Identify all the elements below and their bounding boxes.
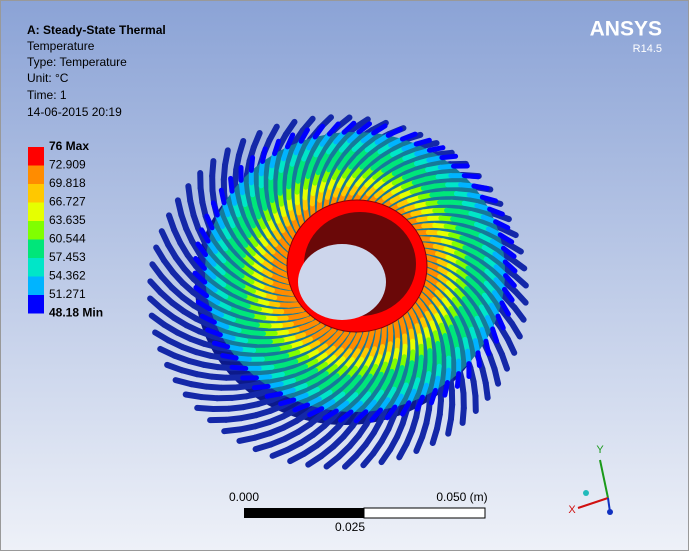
legend-label: 57.453 bbox=[49, 250, 86, 264]
fin bbox=[267, 394, 281, 397]
legend-label: 66.727 bbox=[49, 195, 86, 209]
fin bbox=[254, 386, 268, 387]
scale-bar-black bbox=[244, 508, 364, 518]
legend-label: 60.544 bbox=[49, 232, 86, 246]
fin bbox=[482, 197, 495, 201]
fin bbox=[442, 156, 456, 157]
info-line: Temperature bbox=[27, 39, 95, 53]
fin bbox=[186, 394, 202, 397]
info-line: Unit: °C bbox=[27, 71, 69, 85]
legend-label: 54.362 bbox=[49, 269, 86, 283]
triad-label: X bbox=[568, 504, 576, 516]
info-line: Type: Temperature bbox=[27, 55, 127, 69]
triad-label: Y bbox=[596, 444, 604, 456]
fin bbox=[197, 408, 213, 409]
fin bbox=[212, 161, 213, 176]
fin bbox=[232, 367, 246, 368]
fin bbox=[263, 149, 266, 162]
fin bbox=[436, 153, 452, 155]
legend-swatch bbox=[28, 295, 44, 314]
legend-swatch bbox=[28, 277, 44, 296]
version: R14.5 bbox=[633, 43, 662, 55]
fin bbox=[486, 341, 489, 354]
fin bbox=[224, 429, 240, 431]
fin bbox=[221, 190, 224, 203]
fin bbox=[251, 158, 252, 171]
legend-swatch bbox=[28, 240, 44, 259]
fin bbox=[445, 383, 448, 396]
scale-label: 0.050 (m) bbox=[436, 490, 487, 504]
fin bbox=[457, 374, 458, 387]
legend-label: 76 Max bbox=[49, 139, 89, 153]
fin bbox=[188, 186, 190, 201]
legend-swatch bbox=[28, 184, 44, 203]
legend-swatch bbox=[28, 258, 44, 277]
fin bbox=[225, 150, 228, 165]
page: A: Steady-State Thermal Temperature Type… bbox=[0, 0, 689, 556]
logo: ANSYS bbox=[590, 18, 662, 41]
info-line: Time: 1 bbox=[27, 88, 67, 102]
scale-bar-white bbox=[364, 508, 485, 518]
fin bbox=[463, 408, 464, 423]
fin bbox=[176, 380, 191, 384]
core-hole bbox=[298, 244, 386, 320]
info-line: 14-06-2015 20:19 bbox=[27, 105, 122, 119]
triad-ball bbox=[583, 490, 589, 496]
legend-swatch bbox=[28, 203, 44, 222]
legend-label: 69.818 bbox=[49, 176, 86, 190]
legend-swatch bbox=[28, 166, 44, 185]
fin bbox=[429, 148, 443, 151]
fin bbox=[223, 356, 237, 358]
fin bbox=[448, 419, 451, 434]
scale-label: 0.000 bbox=[229, 490, 259, 504]
title: A: Steady-State Thermal bbox=[27, 23, 166, 37]
legend-label: 48.18 Min bbox=[49, 306, 103, 320]
fin bbox=[239, 141, 243, 155]
fin bbox=[474, 186, 488, 188]
legend-swatch bbox=[28, 221, 44, 240]
fin bbox=[214, 343, 227, 347]
fin bbox=[486, 383, 488, 398]
scale-label: 0.025 bbox=[335, 520, 365, 534]
fin bbox=[433, 429, 437, 443]
legend-label: 63.635 bbox=[49, 213, 86, 227]
fin bbox=[464, 176, 478, 177]
legend-swatch bbox=[28, 147, 44, 166]
fin bbox=[478, 353, 479, 366]
triad-ball bbox=[607, 509, 613, 515]
fin bbox=[239, 438, 255, 441]
fin bbox=[495, 369, 498, 384]
fin bbox=[231, 178, 232, 191]
viewport: A: Steady-State Thermal Temperature Type… bbox=[0, 0, 689, 551]
legend-label: 72.909 bbox=[49, 158, 86, 172]
fin bbox=[178, 200, 181, 215]
legend-label: 51.271 bbox=[49, 287, 86, 301]
